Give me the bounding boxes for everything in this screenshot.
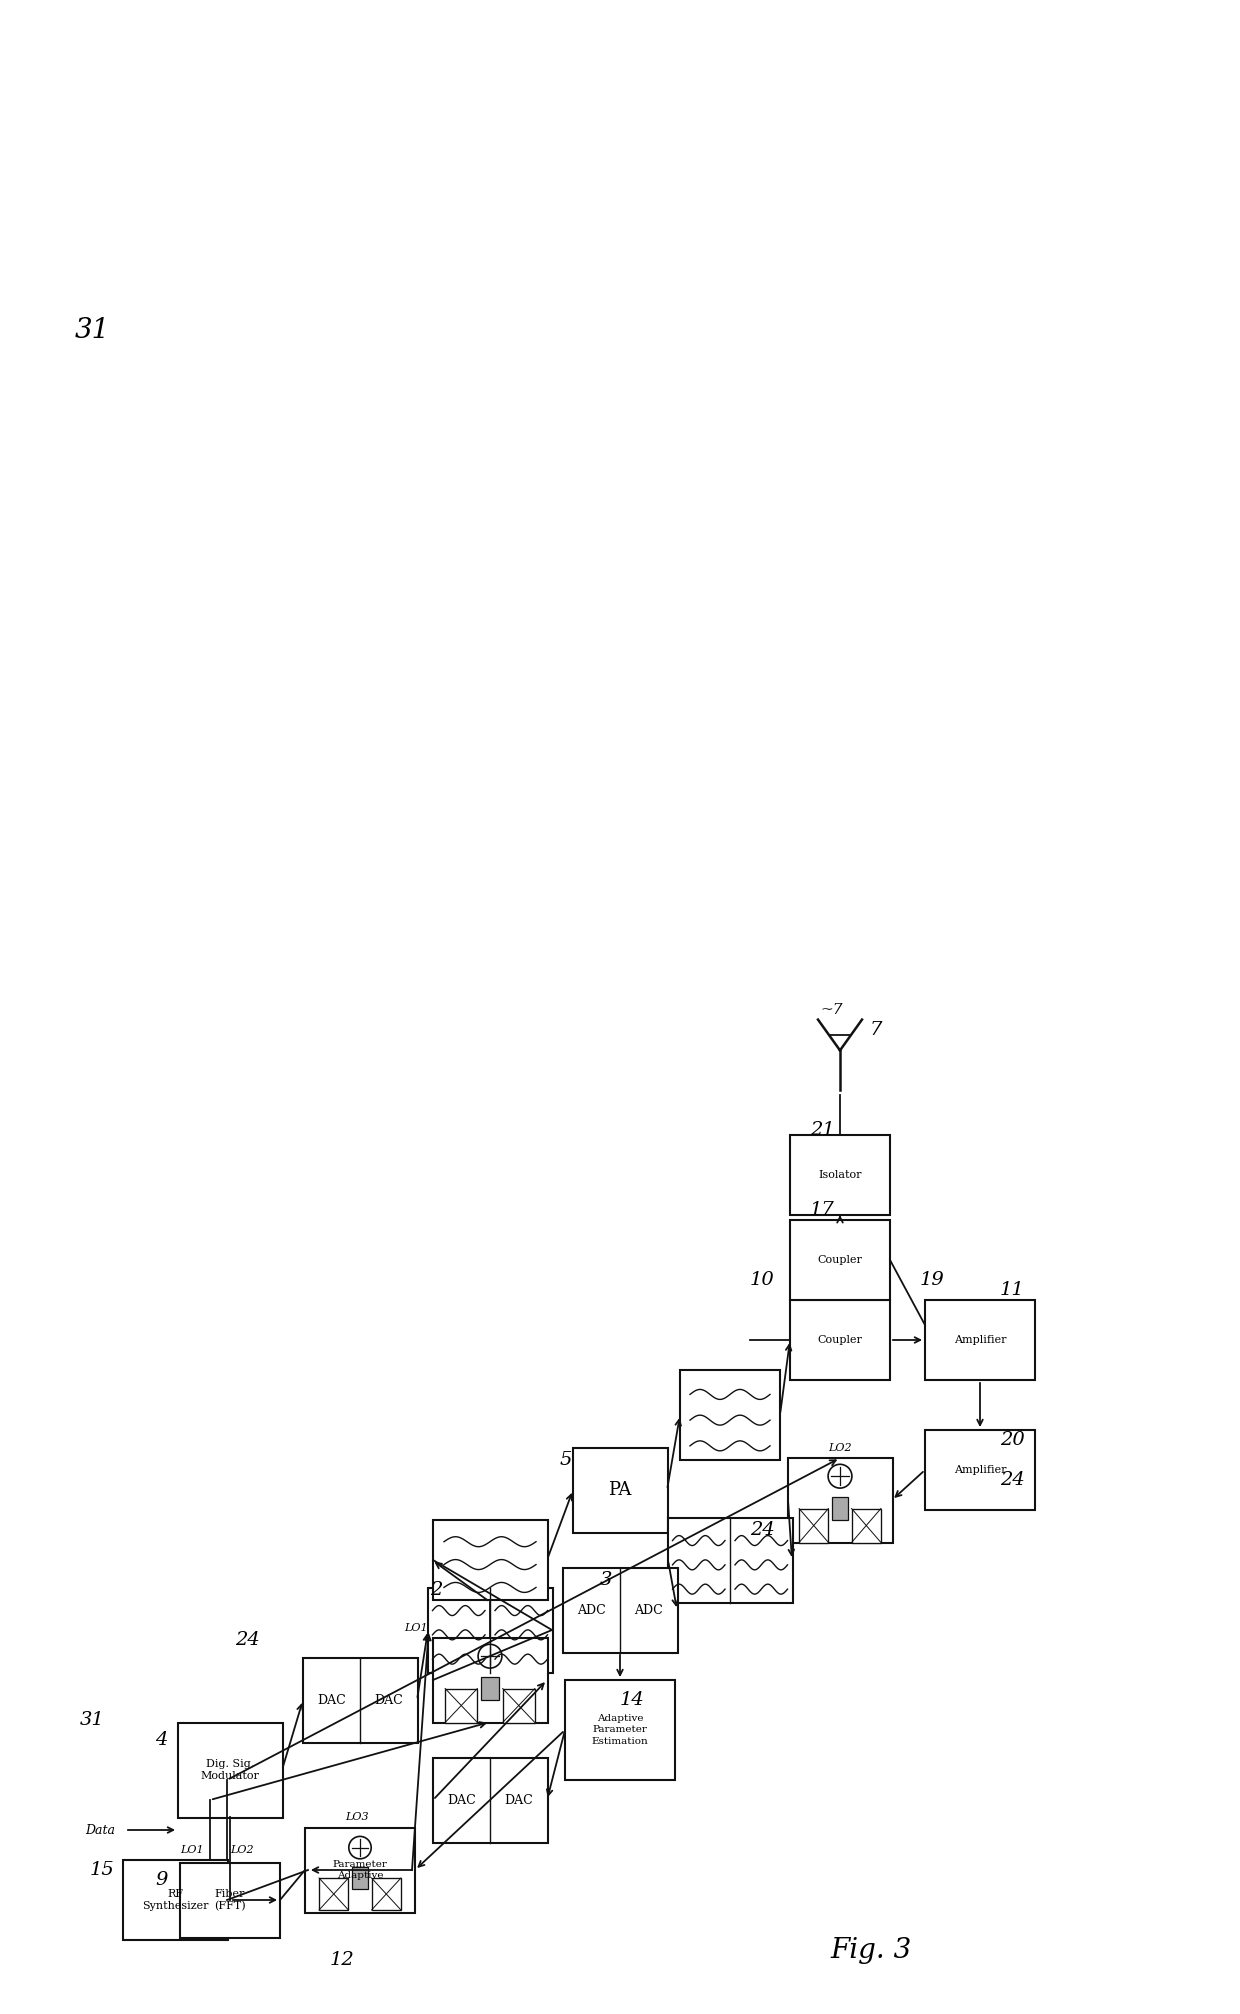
Bar (790, 1136, 890, 1214)
Text: 11: 11 (999, 1281, 1024, 1299)
Text: ADC: ADC (577, 1603, 605, 1617)
Bar (799, 1508, 828, 1543)
Bar (925, 1430, 1035, 1510)
Text: Coupler: Coupler (817, 1335, 863, 1345)
Text: 2: 2 (430, 1581, 443, 1599)
Text: 24: 24 (750, 1521, 775, 1539)
Text: 3: 3 (600, 1571, 613, 1589)
Text: DAC: DAC (446, 1794, 476, 1807)
Text: 17: 17 (810, 1200, 835, 1218)
Bar (790, 1299, 890, 1380)
Bar (372, 1877, 401, 1909)
Text: ADC: ADC (635, 1603, 663, 1617)
Text: 4: 4 (155, 1730, 167, 1748)
Text: 14: 14 (620, 1692, 645, 1710)
Text: 24: 24 (236, 1631, 259, 1649)
Text: 12: 12 (330, 1952, 355, 1970)
Bar (352, 1867, 368, 1889)
Bar (832, 1496, 848, 1521)
Bar (787, 1458, 893, 1543)
Text: DAC: DAC (317, 1694, 346, 1706)
Text: 15: 15 (91, 1861, 115, 1879)
Text: 9: 9 (155, 1871, 167, 1889)
Text: Coupler: Coupler (817, 1255, 863, 1265)
Bar (790, 1220, 890, 1299)
Bar (667, 1517, 792, 1603)
Text: RF
Synthesizer: RF Synthesizer (141, 1889, 208, 1911)
Bar (433, 1521, 548, 1599)
Bar (563, 1567, 677, 1653)
Text: LO1: LO1 (404, 1623, 428, 1633)
Text: LO2: LO2 (828, 1442, 852, 1452)
Bar (680, 1370, 780, 1460)
Bar (852, 1508, 880, 1543)
Text: Amplifier: Amplifier (954, 1464, 1006, 1474)
Bar (502, 1688, 534, 1722)
Bar (433, 1637, 548, 1722)
Text: 31: 31 (74, 316, 110, 344)
Text: ~7: ~7 (820, 1003, 842, 1017)
Bar (177, 1722, 283, 1817)
Text: 31: 31 (81, 1712, 104, 1728)
Bar (180, 1863, 280, 1937)
Bar (445, 1688, 477, 1722)
Text: LO1: LO1 (180, 1845, 203, 1855)
Text: Isolator: Isolator (818, 1170, 862, 1180)
Bar (308, 1831, 413, 1909)
Text: 21: 21 (810, 1122, 835, 1140)
Text: LO3: LO3 (345, 1813, 368, 1823)
Text: DAC: DAC (505, 1794, 533, 1807)
Bar (303, 1658, 418, 1742)
Text: 10: 10 (750, 1271, 775, 1289)
Text: 24: 24 (999, 1470, 1024, 1488)
Text: Parameter
Adaptive: Parameter Adaptive (332, 1861, 387, 1879)
Bar (565, 1680, 675, 1780)
Text: 5: 5 (560, 1450, 573, 1468)
Text: PA: PA (609, 1480, 631, 1498)
Text: 19: 19 (920, 1271, 945, 1289)
Text: 20: 20 (999, 1432, 1024, 1448)
Text: Fiber
(FFT): Fiber (FFT) (215, 1889, 246, 1911)
Bar (925, 1299, 1035, 1380)
Bar (123, 1861, 227, 1939)
Text: Amplifier: Amplifier (954, 1335, 1006, 1345)
Text: 7: 7 (870, 1021, 883, 1039)
Text: LO2: LO2 (229, 1845, 254, 1855)
Bar (573, 1448, 667, 1533)
Text: Fig. 3: Fig. 3 (830, 1937, 911, 1964)
Bar (319, 1877, 348, 1909)
Text: Dig. Sig.
Modulator: Dig. Sig. Modulator (201, 1758, 259, 1780)
Text: Adaptive
Parameter
Estimation: Adaptive Parameter Estimation (591, 1714, 649, 1746)
Bar (305, 1827, 415, 1913)
Bar (433, 1758, 548, 1843)
Bar (428, 1587, 553, 1672)
Bar (481, 1676, 500, 1700)
Text: Data: Data (86, 1823, 115, 1837)
Text: DAC: DAC (374, 1694, 403, 1706)
